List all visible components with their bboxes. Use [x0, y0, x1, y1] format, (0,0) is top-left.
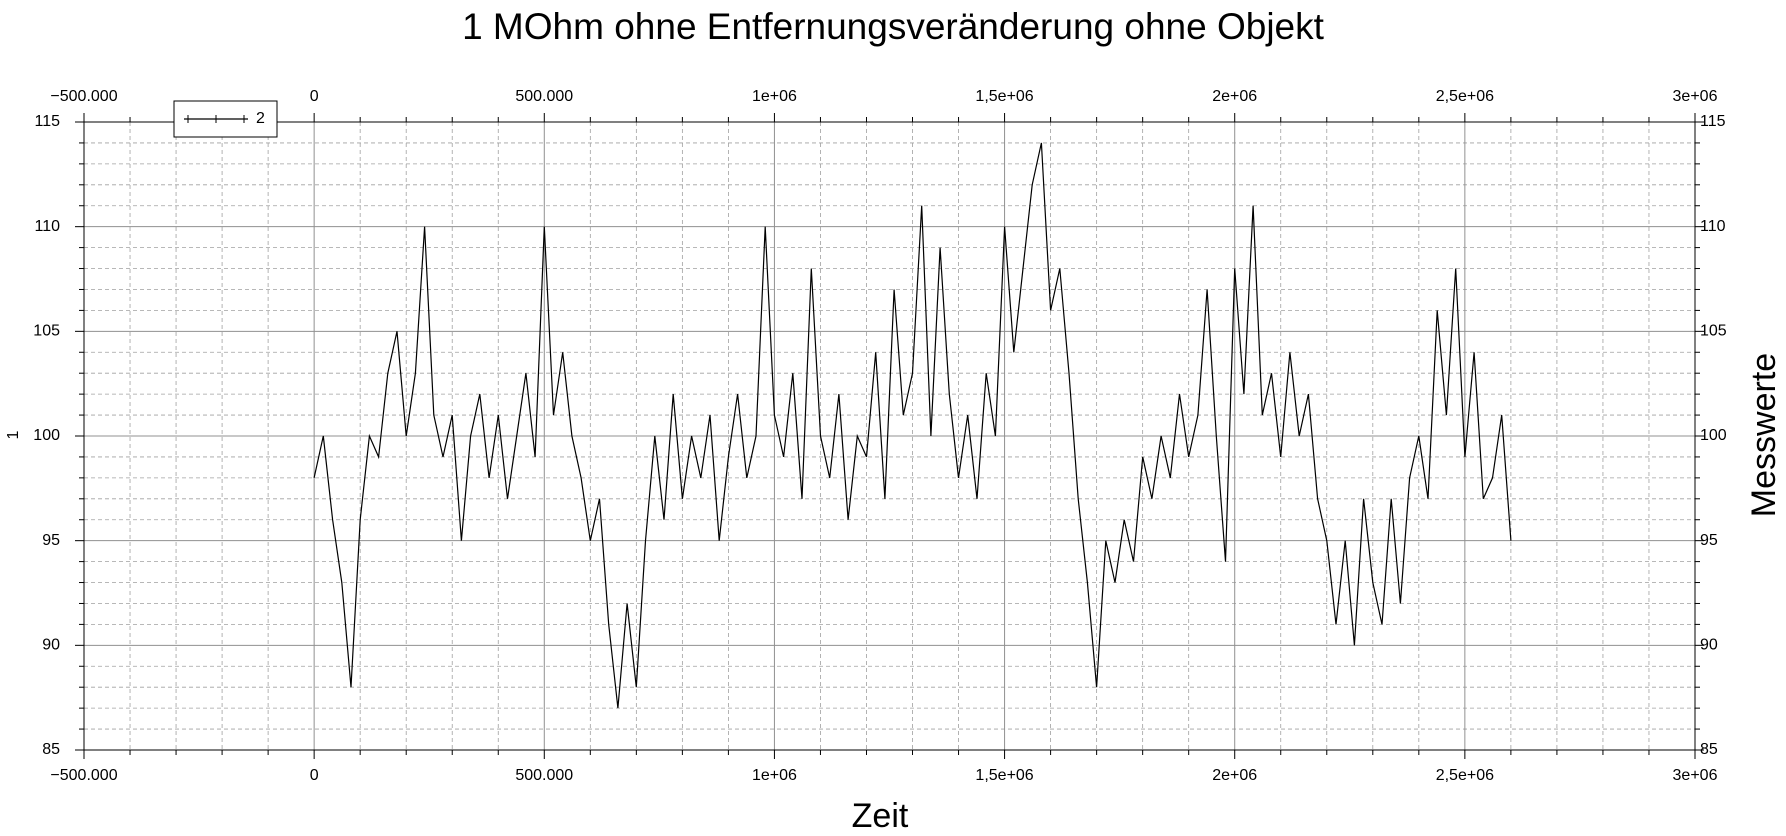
y-tick-label: 95 [42, 532, 60, 549]
y-tick-label: 105 [33, 323, 60, 340]
y-axis-label: 1 [5, 430, 22, 439]
x2-tick-label: 1e+06 [752, 88, 797, 105]
x2-tick-label: 1,5e+06 [975, 88, 1033, 105]
x2-tick-label: 500.000 [515, 88, 573, 105]
legend: 2 [173, 100, 278, 138]
x2-tick-label: 3e+06 [1673, 88, 1718, 105]
x2-tick-label: 0 [310, 88, 319, 105]
x2-tick-label: −500.000 [50, 88, 117, 105]
y-tick-label: 110 [34, 218, 60, 235]
x-tick-label: 2e+06 [1212, 767, 1257, 784]
y-tick-label: 115 [34, 113, 60, 130]
plot-frame [83, 121, 1696, 751]
y2-tick-label: 90 [1700, 637, 1718, 654]
y-tick-label: 85 [42, 741, 60, 758]
y2-tick-label: 110 [1700, 218, 1726, 235]
x2-tick-label: 2,5e+06 [1436, 88, 1494, 105]
y2-tick-label: 85 [1700, 741, 1718, 758]
x-axis-label: Zeit [852, 797, 909, 835]
x-tick-label: 0 [310, 767, 319, 784]
x-tick-label: 1,5e+06 [975, 767, 1033, 784]
x-tick-label: 2,5e+06 [1436, 767, 1494, 784]
x-tick-label: 3e+06 [1673, 767, 1718, 784]
y-tick-label: 90 [42, 637, 60, 654]
x-tick-label: 1e+06 [752, 767, 797, 784]
y2-axis-label: Messwerte [1745, 353, 1783, 517]
x-tick-label: 500.000 [515, 767, 573, 784]
y2-tick-label: 105 [1700, 323, 1727, 340]
x2-tick-label: 2e+06 [1212, 88, 1257, 105]
x-tick-label: −500.000 [50, 767, 117, 784]
data-line [313, 142, 1512, 709]
y-tick-label: 100 [33, 427, 60, 444]
y2-tick-label: 115 [1700, 113, 1726, 130]
y2-tick-label: 95 [1700, 532, 1718, 549]
y2-tick-label: 100 [1700, 427, 1727, 444]
chart-title: 1 MOhm ohne Entfernungsveränderung ohne … [462, 6, 1325, 47]
legend-label: 2 [256, 110, 265, 127]
